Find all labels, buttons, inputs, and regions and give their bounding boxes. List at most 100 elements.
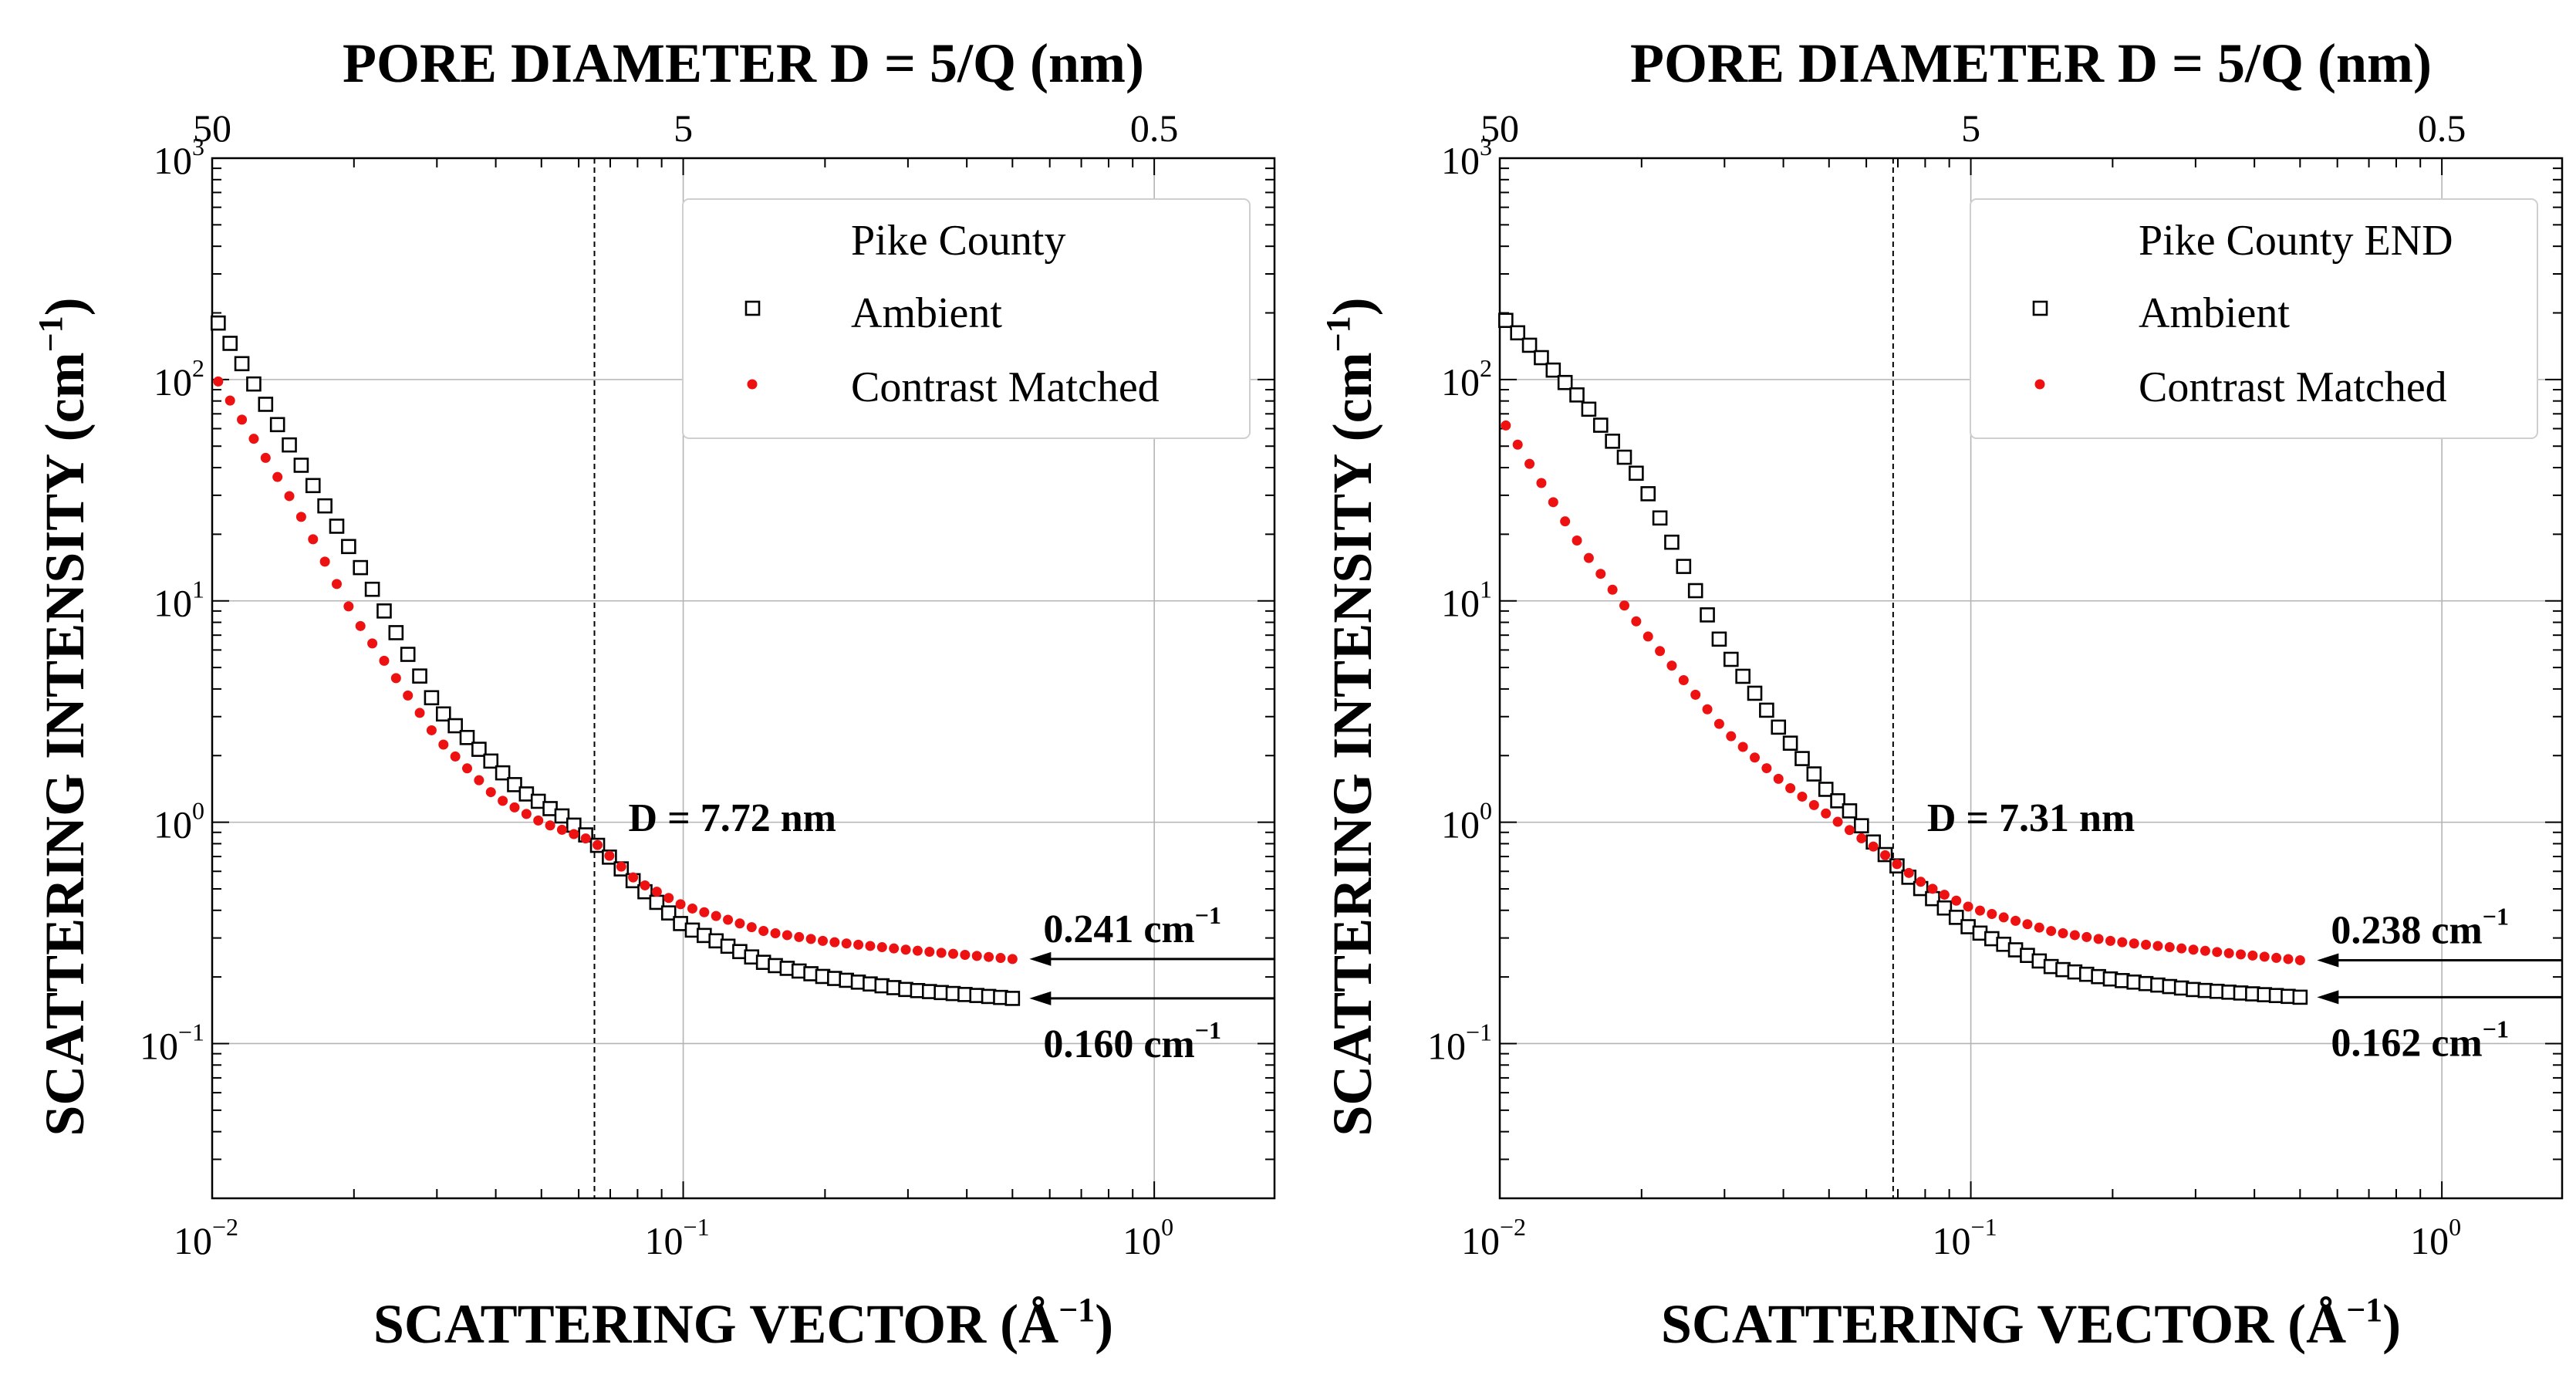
legend-box (682, 198, 1251, 439)
contrast-matched-series (1501, 420, 2305, 965)
contrast-matched-point (817, 935, 828, 946)
contrast-matched-point (628, 872, 639, 883)
ambient-point (1629, 465, 1644, 481)
contrast-matched-point (1880, 850, 1891, 860)
ambient-point (1676, 559, 1692, 574)
contrast-matched-point (1007, 954, 1018, 965)
ambient-point (282, 437, 297, 453)
contrast-matched-point (1868, 841, 1879, 852)
contrast-matched-point (237, 414, 248, 425)
contrast-matched-point (485, 787, 496, 798)
legend-contrast-marker (747, 379, 758, 390)
contrast-matched-point (1642, 631, 1653, 642)
contrast-matched-point (889, 943, 900, 954)
contrast-matched-point (2236, 949, 2247, 960)
x-tick-label: 10−1 (1933, 1213, 1997, 1262)
contrast-matched-point (604, 850, 615, 861)
contrast-matched-point (640, 880, 650, 890)
contrast-matched-point (900, 944, 911, 955)
y-tick-label: 103 (1441, 133, 1492, 182)
ambient-point (234, 356, 250, 372)
x-tick-label: 10−2 (1461, 1213, 1526, 1262)
contrast-matched-point (1619, 600, 1629, 611)
contrast-matched-point (343, 601, 354, 612)
legend-title: Pike County (851, 217, 1065, 265)
ambient-point (1747, 685, 1763, 701)
contrast-matched-point (569, 829, 579, 840)
contrast-matched-point (829, 937, 840, 948)
contrast-matched-point (1916, 877, 1926, 887)
contrast-matched-point (995, 953, 1006, 964)
contrast-matched-point (319, 556, 330, 567)
contrast-matched-point (723, 914, 734, 925)
ambient-point (246, 376, 262, 392)
contrast-matched-point (498, 796, 508, 806)
contrast-matched-point (1821, 808, 1832, 819)
ambient-point (1936, 900, 1953, 916)
contrast-matched-point (2022, 919, 2033, 930)
contrast-matched-point (1856, 833, 1867, 843)
ambient-point (258, 397, 274, 412)
ambient-point (1806, 766, 1822, 782)
ambient-point (1664, 534, 1680, 550)
y-tick-label: 102 (1441, 354, 1492, 404)
contrast-matched-point (971, 951, 982, 961)
contrast-matched-point (1998, 912, 2009, 923)
contrast-matched-point (1832, 816, 1843, 827)
contrast-matched-point (1939, 890, 1950, 900)
top-tick-label: 50 (193, 106, 231, 150)
contrast-matched-point (1903, 867, 1914, 878)
legend-box (1970, 198, 2538, 439)
top-tick-label: 5 (674, 106, 693, 150)
contrast-matched-point (960, 950, 971, 961)
y-tick-label: 10−1 (1427, 1018, 1492, 1067)
ambient-point (1652, 510, 1668, 526)
contrast-matched-point (1548, 497, 1558, 508)
top-axis-title: PORE DIAMETER D = 5/Q (nm) (343, 32, 1144, 94)
contrast-matched-point (2164, 942, 2175, 953)
ambient-point (412, 668, 427, 684)
ambient-point (1830, 793, 1845, 809)
ambient-point (376, 603, 392, 619)
ambient-point (1640, 486, 1656, 502)
x-axis-title: SCATTERING VECTOR (Å−1) (1661, 1291, 2401, 1355)
ambient-point (435, 706, 451, 722)
ambient-point (1521, 337, 1538, 353)
contrast-matched-point (331, 579, 342, 590)
ambient-point (424, 690, 440, 706)
ambient-point (1700, 607, 1715, 623)
contrast-matched-point (367, 638, 378, 649)
annotation-arrow-head (2317, 953, 2339, 968)
ambient-point (305, 478, 321, 494)
contrast-matched-point (1737, 742, 1748, 752)
contrast-matched-point (1951, 895, 1962, 906)
legend-ambient-marker (2032, 300, 2048, 316)
ambient-point (388, 625, 404, 640)
x-axis-title: SCATTERING VECTOR (Å−1) (373, 1291, 1113, 1355)
y-tick-label: 100 (154, 797, 204, 846)
y-axis-title: SCATTERING INTENSITY (cm−1) (32, 297, 96, 1136)
contrast-matched-point (675, 899, 686, 910)
contrast-matched-point (2046, 926, 2057, 937)
ambient-point (1605, 434, 1620, 449)
annotation-label: 0.238 cm−1 (2331, 902, 2509, 952)
contrast-matched-point (213, 376, 224, 387)
ambient-point (1581, 401, 1597, 417)
contrast-matched-point (2069, 930, 2080, 941)
contrast-matched-point (2010, 915, 2021, 926)
contrast-matched-point (865, 941, 876, 951)
contrast-matched-point (2271, 952, 2282, 963)
contrast-matched-point (2058, 927, 2068, 938)
ambient-point (1557, 374, 1573, 390)
x-tick-label: 100 (2410, 1213, 2461, 1262)
contrast-matched-point (912, 945, 923, 956)
contrast-matched-point (533, 815, 544, 826)
contrast-matched-point (2188, 944, 2199, 955)
contrast-matched-point (2283, 954, 2294, 965)
ambient-point (1842, 803, 1858, 819)
y-tick-label: 103 (154, 133, 204, 182)
contrast-matched-point (2117, 937, 2128, 948)
contrast-matched-point (521, 809, 532, 819)
ambient-point (1794, 751, 1810, 766)
